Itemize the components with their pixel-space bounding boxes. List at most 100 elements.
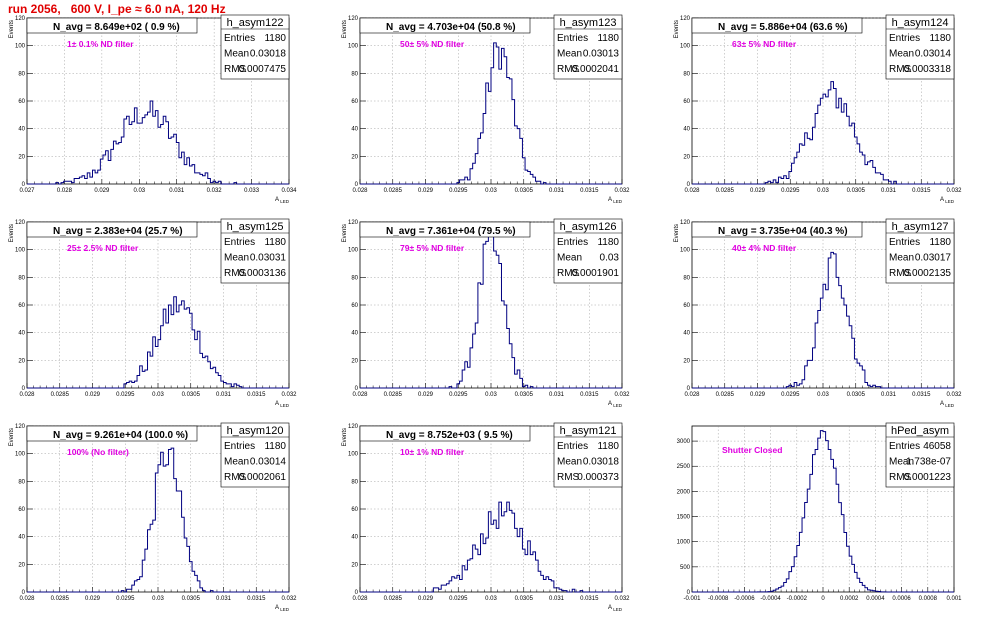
y-tick-label: 120 — [15, 424, 26, 430]
navg-label: N_avg = 8.649e+02 ( 0.9 %) — [53, 22, 180, 33]
stats-box — [553, 422, 623, 488]
histogram-series — [692, 81, 954, 185]
stats-value: 1.738e-07 — [906, 457, 951, 468]
x-tick-label: 0.0285 — [51, 596, 70, 602]
y-tick-label: 40 — [18, 127, 25, 133]
filter-label: 50± 5% ND filter — [400, 39, 465, 49]
x-tick-label: 0.0285 — [51, 392, 70, 398]
y-axis-label: Events — [9, 428, 15, 446]
stats-key: Entries — [224, 237, 255, 248]
x-tick-label: 0.0008 — [919, 596, 938, 602]
stats-value: 46058 — [923, 441, 951, 452]
stats-key: Entries — [557, 237, 588, 248]
stats-box — [885, 218, 955, 284]
stats-value: 0.0003136 — [239, 268, 287, 279]
y-tick-label: 1500 — [677, 515, 691, 521]
y-tick-label: 80 — [351, 479, 358, 485]
y-tick-label: 40 — [683, 331, 690, 337]
y-tick-label: 20 — [18, 562, 25, 568]
stats-key: RMS — [557, 268, 580, 279]
navg-label: N_avg = 3.735e+04 (40.3 %) — [718, 226, 848, 237]
header-box — [26, 221, 198, 238]
histogram-name: h_asym123 — [560, 17, 617, 29]
x-tick-label: 0.0315 — [247, 392, 266, 398]
y-tick-label: 0 — [687, 590, 691, 596]
stats-value: 0.0002135 — [904, 268, 952, 279]
x-tick-label: 0.032 — [946, 392, 962, 398]
stats-box — [885, 14, 955, 80]
x-tick-label: 0.03 — [485, 596, 497, 602]
header-box — [359, 221, 531, 238]
header-box — [26, 425, 198, 442]
stats-value: 0.03014 — [915, 49, 952, 60]
y-tick-label: 20 — [351, 562, 358, 568]
x-tick-label: 0.034 — [281, 188, 297, 194]
header-box — [26, 17, 198, 34]
x-tick-label: 0.0002 — [840, 596, 859, 602]
x-tick-label: 0.0305 — [515, 188, 534, 194]
histogram-series — [692, 251, 954, 389]
stats-key: Mean — [224, 253, 249, 264]
x-tick-label: 0.031 — [549, 188, 565, 194]
x-tick-label: -0.0002 — [787, 596, 808, 602]
y-tick-label: 2500 — [677, 464, 691, 470]
stats-box — [885, 422, 955, 488]
x-tick-label: 0.031 — [216, 392, 232, 398]
stats-key: RMS — [889, 472, 912, 483]
stats-key: Mean — [557, 49, 582, 60]
x-tick-label: 0.032 — [614, 188, 630, 194]
stats-box — [220, 14, 290, 80]
stats-value: 0.03013 — [583, 49, 620, 60]
x-tick-label: 0.028 — [352, 392, 368, 398]
x-tick-label: 0.0305 — [515, 596, 534, 602]
stats-value: 0.000373 — [577, 472, 619, 483]
x-tick-label: 0.03 — [152, 392, 164, 398]
stats-key: Entries — [224, 441, 255, 452]
stats-value: 1180 — [264, 441, 286, 452]
x-tick-label: 0.032 — [281, 596, 297, 602]
y-tick-label: 60 — [683, 303, 690, 309]
histogram-series — [27, 296, 289, 389]
y-tick-label: 40 — [18, 331, 25, 337]
stats-key: Entries — [889, 441, 920, 452]
filter-label: 10± 1% ND filter — [400, 447, 465, 457]
y-tick-label: 80 — [18, 71, 25, 77]
x-axis-label: A LED — [608, 401, 623, 408]
stats-value: 0.03018 — [250, 49, 287, 60]
stats-key: Entries — [889, 33, 920, 44]
y-tick-label: 20 — [683, 358, 690, 364]
x-tick-label: 0.0285 — [716, 188, 735, 194]
y-tick-label: 0 — [687, 386, 691, 392]
stats-value: 0.03017 — [915, 253, 952, 264]
y-tick-label: 40 — [683, 127, 690, 133]
y-tick-label: 100 — [348, 452, 359, 458]
stats-value: 0.0003318 — [904, 64, 952, 75]
x-tick-label: 0.03 — [133, 188, 145, 194]
x-tick-label: 0.031 — [169, 188, 185, 194]
stats-key: RMS — [224, 268, 247, 279]
panel-hPed_asym: -0.001 -0.0008 -0.0006 -0.0004 -0.0002 0 0.000… — [677, 422, 962, 602]
x-axis-label: A LED — [275, 605, 290, 612]
y-tick-label: 120 — [348, 220, 359, 226]
stats-value: 1180 — [929, 33, 951, 44]
y-axis-label: Events — [342, 20, 348, 38]
y-tick-label: 3000 — [677, 439, 691, 445]
x-tick-label: 0.028 — [684, 188, 700, 194]
panel-h_asym125: 0.028 0.0285 0.029 0.0295 0.03 0.0305 0.031 0.0… — [9, 218, 297, 408]
x-tick-label: 0.031 — [549, 392, 565, 398]
x-tick-label: 0.0295 — [449, 596, 468, 602]
x-tick-label: 0.032 — [946, 188, 962, 194]
y-tick-label: 0 — [687, 182, 691, 188]
x-tick-label: 0.0305 — [847, 392, 866, 398]
x-tick-label: -0.0004 — [760, 596, 781, 602]
x-tick-label: 0.029 — [418, 392, 434, 398]
stats-key: Entries — [224, 33, 255, 44]
stats-key: Entries — [557, 33, 588, 44]
stats-key: RMS — [224, 472, 247, 483]
y-tick-label: 60 — [351, 303, 358, 309]
x-tick-label: 0.028 — [684, 392, 700, 398]
x-tick-label: 0.031 — [549, 596, 565, 602]
stats-key: Entries — [557, 441, 588, 452]
filter-label: Shutter Closed — [722, 445, 782, 455]
